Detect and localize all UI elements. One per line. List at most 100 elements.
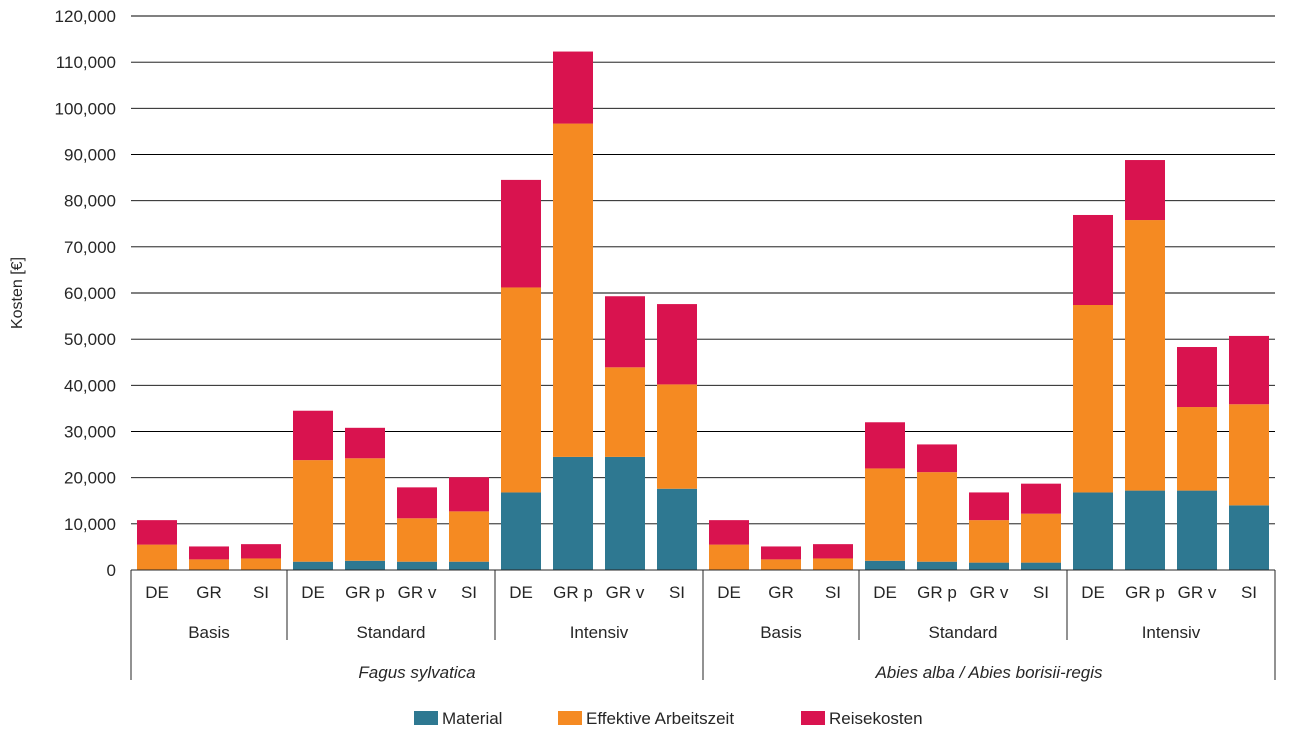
bar-segment-effektive-arbeitszeit <box>709 544 749 570</box>
x-tick-label: GR p <box>917 583 957 602</box>
legend-label: Material <box>442 709 502 728</box>
bar-segment-material <box>969 562 1009 570</box>
x-tick-label: SI <box>1241 583 1257 602</box>
bar-segment-material <box>605 456 645 570</box>
x-tick-label: DE <box>145 583 169 602</box>
bar-segment-effektive-arbeitszeit <box>917 472 957 562</box>
y-tick-label: 0 <box>107 561 116 580</box>
x-tick-label: GR p <box>345 583 385 602</box>
bar-segment-reisekosten <box>293 410 333 461</box>
bar-segment-reisekosten <box>709 520 749 545</box>
x-tick-label: SI <box>669 583 685 602</box>
bar-segment-effektive-arbeitszeit <box>657 384 697 489</box>
bar-segment-effektive-arbeitszeit <box>293 460 333 562</box>
bar-segment-reisekosten <box>657 304 697 385</box>
bar-segment-reisekosten <box>397 487 437 519</box>
legend-swatch <box>558 711 582 725</box>
bar-segment-reisekosten <box>137 520 177 545</box>
bar-segment-effektive-arbeitszeit <box>761 559 801 570</box>
bar-segment-effektive-arbeitszeit <box>969 520 1009 563</box>
x-tick-label: GR <box>196 583 222 602</box>
y-tick-label: 100,000 <box>55 99 116 118</box>
bar-segment-reisekosten <box>1021 483 1061 514</box>
bar-segment-material <box>397 561 437 570</box>
y-tick-label: 90,000 <box>64 146 116 165</box>
y-axis-tick-labels: 0 10,000 20,000 30,000 40,000 50,000 60,000 70,… <box>55 7 116 580</box>
bar-segment-reisekosten <box>1177 347 1217 408</box>
x-tick-label: GR p <box>553 583 593 602</box>
x-tick-label: GR p <box>1125 583 1165 602</box>
bar-segment-reisekosten <box>917 444 957 473</box>
x-tick-label: GR v <box>606 583 645 602</box>
bar-segment-effektive-arbeitszeit <box>1229 404 1269 506</box>
bar-segment-effektive-arbeitszeit <box>1177 407 1217 491</box>
bars <box>137 51 1269 570</box>
bar-segment-effektive-arbeitszeit <box>1073 305 1113 493</box>
x-tick-label: GR v <box>1178 583 1217 602</box>
x-species-label: Fagus sylvatica <box>358 663 475 682</box>
bar-segment-material <box>553 456 593 570</box>
bar-segment-material <box>865 560 905 570</box>
bar-segment-effektive-arbeitszeit <box>1021 513 1061 563</box>
bar-segment-reisekosten <box>1125 160 1165 221</box>
bar-segment-reisekosten <box>761 546 801 560</box>
x-tick-label: GR v <box>398 583 437 602</box>
x-group-label: Intensiv <box>1142 623 1201 642</box>
x-species-label: Abies alba / Abies borisii-regis <box>874 663 1103 682</box>
bar-segment-effektive-arbeitszeit <box>137 544 177 570</box>
x-group-label: Standard <box>929 623 998 642</box>
y-tick-label: 50,000 <box>64 330 116 349</box>
bar-segment-effektive-arbeitszeit <box>553 123 593 457</box>
x-tick-label: GR v <box>970 583 1009 602</box>
bar-segment-effektive-arbeitszeit <box>865 468 905 561</box>
bar-segment-reisekosten <box>189 546 229 560</box>
bar-segment-reisekosten <box>449 477 489 512</box>
bar-segment-material <box>917 561 957 570</box>
x-group-label: Basis <box>760 623 802 642</box>
bar-segment-effektive-arbeitszeit <box>1125 220 1165 491</box>
x-tick-label: SI <box>1033 583 1049 602</box>
bar-segment-reisekosten <box>345 427 385 459</box>
x-group-label: Standard <box>357 623 426 642</box>
bar-segment-effektive-arbeitszeit <box>605 367 645 457</box>
legend-label: Reisekosten <box>829 709 923 728</box>
x-tick-label: SI <box>253 583 269 602</box>
bar-segment-reisekosten <box>969 492 1009 521</box>
bar-segment-material <box>1229 505 1269 570</box>
x-tick-label: DE <box>717 583 741 602</box>
bar-segment-material <box>345 560 385 570</box>
bar-segment-effektive-arbeitszeit <box>397 518 437 562</box>
bar-segment-reisekosten <box>605 296 645 368</box>
bar-segment-material <box>1177 490 1217 570</box>
bar-segment-effektive-arbeitszeit <box>813 558 853 570</box>
legend: Material Effektive Arbeitszeit Reisekosten <box>414 709 923 728</box>
x-tick-label: DE <box>509 583 533 602</box>
y-tick-label: 110,000 <box>56 53 116 72</box>
bar-segment-material <box>449 561 489 570</box>
bar-segment-material <box>293 561 333 570</box>
x-axis: DE GR SI DE GR p GR v SI DE GR p GR v SI DE GR SI DE GR… <box>130 569 1276 682</box>
y-tick-label: 20,000 <box>64 469 116 488</box>
y-tick-label: 10,000 <box>64 515 116 534</box>
bar-segment-material <box>657 488 697 570</box>
bar-segment-reisekosten <box>501 179 541 288</box>
bar-segment-effektive-arbeitszeit <box>501 287 541 493</box>
bar-segment-effektive-arbeitszeit <box>345 458 385 561</box>
bar-segment-effektive-arbeitszeit <box>449 511 489 562</box>
bar-segment-material <box>1073 492 1113 570</box>
bar-segment-reisekosten <box>241 544 281 559</box>
legend-swatch <box>801 711 825 725</box>
x-tick-label: GR <box>768 583 794 602</box>
y-axis-label: Kosten [€] <box>9 257 26 329</box>
y-tick-label: 120,000 <box>55 7 116 26</box>
y-tick-label: 60,000 <box>64 284 116 303</box>
bar-segment-reisekosten <box>1073 214 1113 306</box>
bar-segment-reisekosten <box>1229 335 1269 405</box>
y-tick-label: 80,000 <box>64 192 116 211</box>
y-tick-label: 70,000 <box>64 238 116 257</box>
legend-label: Effektive Arbeitszeit <box>586 709 734 728</box>
x-group-label: Intensiv <box>570 623 629 642</box>
x-tick-label: SI <box>825 583 841 602</box>
